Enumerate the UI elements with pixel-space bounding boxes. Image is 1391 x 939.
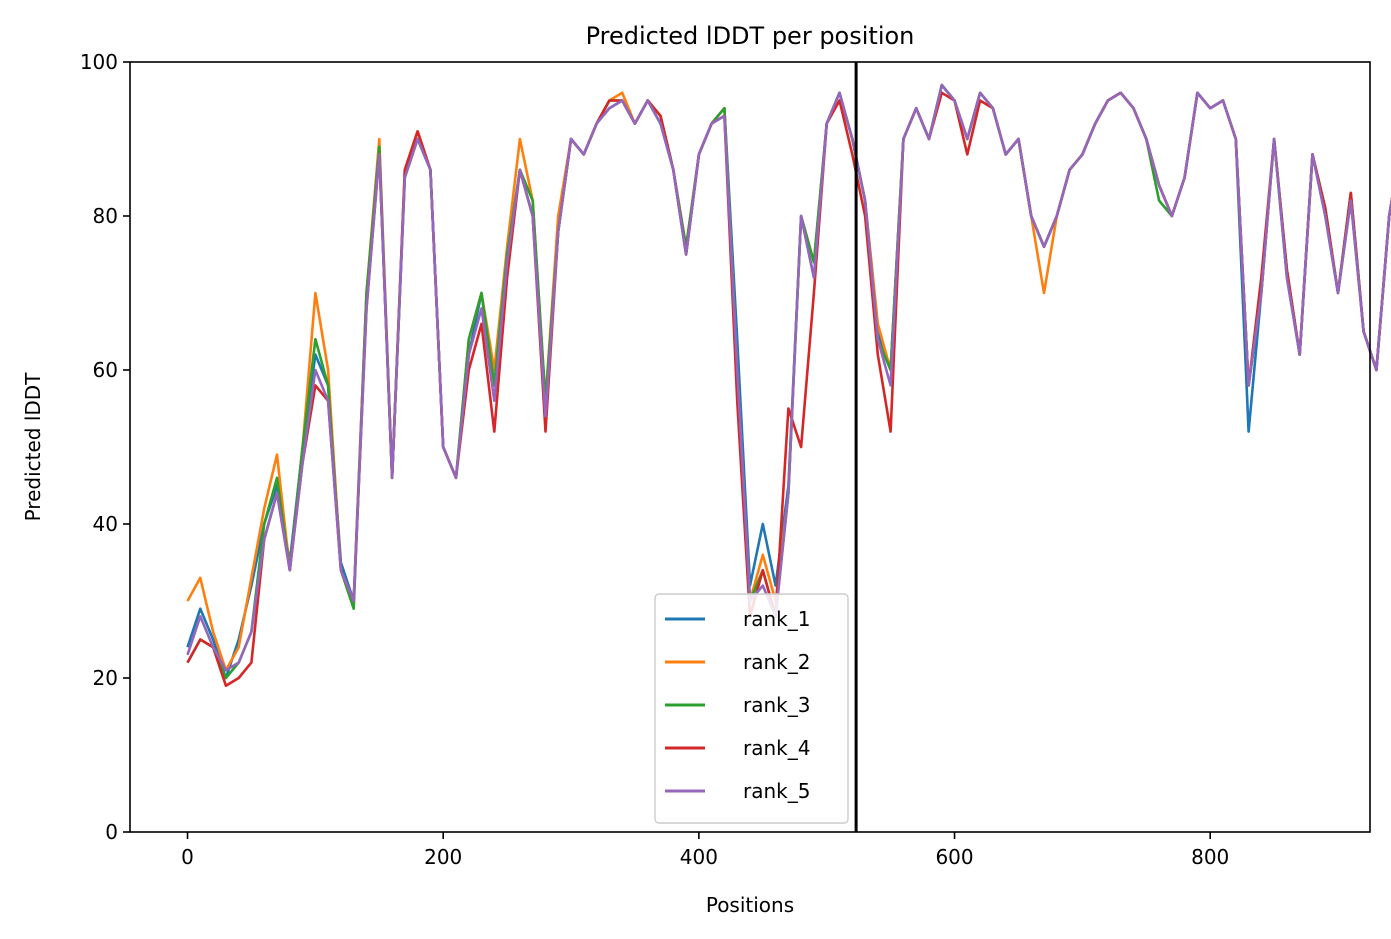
series-line-rank-2	[186, 83, 1391, 672]
legend: rank_1 rank_2 rank_3 rank_4 rank_5	[654, 593, 849, 824]
series-line-rank-4	[186, 91, 1391, 688]
legend-label: rank_4	[743, 736, 810, 760]
y-tick-label: 60	[93, 358, 118, 382]
x-axis-label: Positions	[706, 893, 794, 917]
y-tick-label: 40	[93, 512, 118, 536]
y-tick-label: 20	[93, 666, 118, 690]
legend-box	[654, 593, 849, 824]
y-axis-label: Predicted lDDT	[21, 372, 45, 522]
legend-label: rank_1	[743, 607, 810, 631]
plot-frame	[129, 61, 1371, 833]
y-tick-label: 100	[80, 50, 118, 74]
chart-title: Predicted lDDT per position	[586, 22, 915, 50]
legend-label: rank_5	[743, 779, 810, 803]
y-axis: 0 20 40 60 80 100	[80, 50, 130, 844]
x-tick-label: 0	[181, 845, 194, 869]
y-tick-label: 0	[105, 820, 118, 844]
x-tick-label: 600	[935, 845, 973, 869]
x-tick-label: 400	[680, 845, 718, 869]
plot-area	[186, 83, 1391, 688]
x-tick-label: 200	[424, 845, 462, 869]
legend-label: rank_2	[743, 650, 810, 674]
series-line-rank-5	[186, 83, 1391, 672]
y-tick-label: 80	[93, 204, 118, 228]
x-tick-label: 800	[1191, 845, 1229, 869]
legend-label: rank_3	[743, 693, 810, 717]
x-axis: 0 200 400 600 800	[181, 832, 1229, 869]
